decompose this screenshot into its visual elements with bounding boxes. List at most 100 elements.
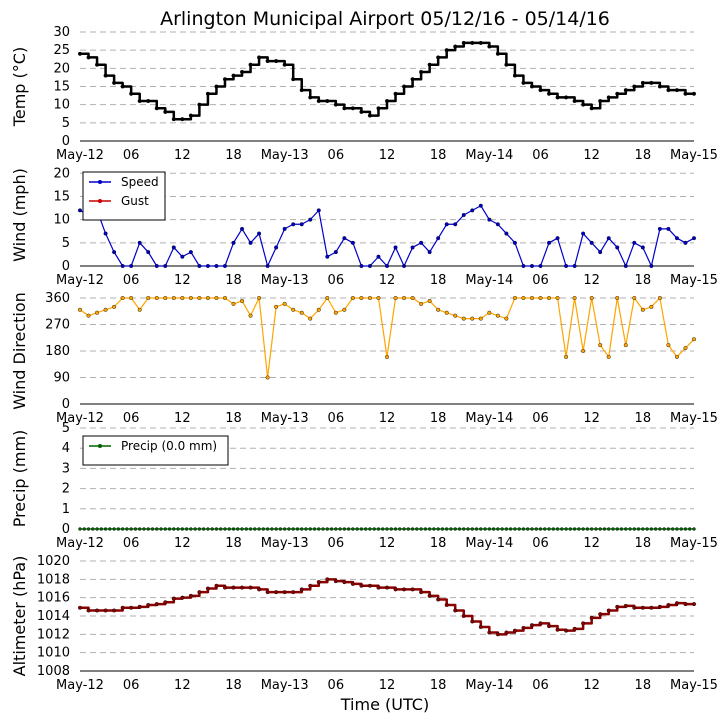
direction-xtick-label: 06: [328, 411, 345, 426]
altimeter-data-point: [436, 597, 441, 602]
precip-data-point: [538, 527, 543, 531]
temp-data-point: [657, 84, 662, 89]
temp-data-point: [257, 55, 262, 60]
precip-data-point: [95, 527, 99, 531]
precip-ytick-label: 1: [62, 502, 70, 517]
altimeter-ytick-label: 1014: [37, 609, 70, 624]
wind-legend-label: Gust: [121, 194, 149, 208]
precip-data-point: [577, 527, 581, 531]
altimeter-data-point: [291, 590, 296, 595]
precip-data-point: [530, 527, 534, 531]
direction-data-point: [282, 301, 287, 306]
wind-ytick-label: 20: [53, 166, 70, 181]
wind-data-point: [436, 236, 441, 241]
altimeter-ytick-label: 1008: [37, 664, 70, 679]
wind-data-point: [615, 245, 620, 250]
altimeter-data-point: [359, 583, 364, 588]
direction-data-point: [188, 296, 193, 301]
temp-data-point: [581, 102, 586, 107]
altimeter-data-point: [589, 615, 594, 620]
precip-data-point: [555, 527, 560, 531]
temp-data-point: [666, 88, 671, 93]
altimeter-data-point: [274, 590, 279, 595]
temp-data-point: [120, 84, 125, 89]
temp-data-point: [282, 62, 287, 67]
temp-xtick-label: May-12: [56, 148, 104, 163]
precip-data-point: [615, 527, 619, 531]
altimeter-data-point: [137, 604, 142, 609]
precip-data-point: [223, 527, 227, 531]
wind-data-point: [504, 231, 509, 236]
temp-data-point: [350, 106, 355, 111]
temp-data-point: [291, 77, 296, 82]
x-axis-label: Time (UTC): [340, 695, 429, 714]
precip-xtick-label: 06: [328, 536, 345, 551]
wind-data-point: [547, 240, 552, 245]
altimeter-data-point: [521, 625, 526, 630]
precip-data-point: [137, 527, 142, 531]
wind-data-point: [461, 212, 466, 217]
temp-data-point: [103, 73, 108, 78]
precip-data-point: [150, 527, 155, 531]
precip-xtick-label: 18: [430, 536, 447, 551]
temp-data-point: [444, 48, 449, 53]
wind-data-point: [154, 264, 159, 269]
altimeter-data-point: [163, 600, 168, 605]
wind-data-point: [112, 250, 117, 255]
direction-ytick-label: 180: [45, 344, 70, 359]
altimeter-xtick-label: 18: [225, 678, 242, 693]
temp-data-point: [274, 59, 279, 64]
altimeter-data-point: [444, 603, 449, 608]
altimeter-data-point: [581, 621, 586, 626]
temp-ytick-label: 5: [62, 116, 70, 131]
precip-data-point: [594, 527, 598, 531]
precip-data-point: [99, 527, 104, 531]
wind-data-point: [129, 264, 134, 269]
wind-data-point: [572, 264, 577, 269]
altimeter-data-point: [529, 623, 534, 628]
wind-data-point: [231, 240, 236, 245]
altimeter-data-point: [129, 605, 134, 610]
direction-y-axis-label: Wind Direction: [10, 292, 29, 410]
wind-ytick-label: 5: [62, 236, 70, 251]
precip-xtick-label: 12: [379, 536, 396, 551]
precip-data-point: [453, 527, 457, 531]
temp-series-line: [80, 41, 694, 121]
altimeter-data-point: [598, 612, 603, 617]
wind-data-point: [325, 254, 330, 259]
wind-xtick-label: May-13: [261, 273, 309, 288]
temp-data-point: [325, 99, 330, 104]
precip-data-point: [300, 527, 304, 531]
temp-ytick-label: 0: [62, 134, 70, 149]
precip-data-point: [231, 527, 236, 531]
wind-data-point: [376, 254, 381, 259]
altimeter-data-point: [95, 608, 100, 613]
temp-ytick-label: 10: [53, 98, 70, 113]
precip-data-point: [466, 527, 470, 531]
wind-data-point: [333, 250, 338, 255]
precip-data-point: [176, 527, 180, 531]
altimeter-data-point: [564, 628, 569, 633]
precip-data-point: [543, 527, 547, 531]
precip-data-point: [265, 527, 270, 531]
temp-data-point: [538, 88, 543, 93]
precip-data-point: [351, 527, 355, 531]
precip-legend-label: Precip (0.0 mm): [121, 439, 217, 453]
direction-ytick-label: 90: [53, 371, 70, 386]
wind-data-point: [214, 264, 219, 269]
altimeter-data-point: [623, 603, 628, 608]
altimeter-data-point: [282, 590, 287, 595]
altimeter-data-point: [385, 585, 390, 590]
temp-xtick-label: May-13: [261, 148, 309, 163]
direction-ytick-label: 270: [45, 318, 70, 333]
precip-data-point: [317, 527, 321, 531]
temp-data-point: [308, 95, 313, 100]
precip-legend-box: [82, 435, 229, 466]
altimeter-data-point: [367, 583, 372, 588]
temp-data-point: [197, 102, 202, 107]
precip-data-point: [355, 527, 359, 531]
direction-data-point: [538, 296, 543, 301]
direction-data-point: [504, 316, 509, 321]
wind-data-point: [350, 240, 355, 245]
direction-data-point: [402, 296, 407, 301]
